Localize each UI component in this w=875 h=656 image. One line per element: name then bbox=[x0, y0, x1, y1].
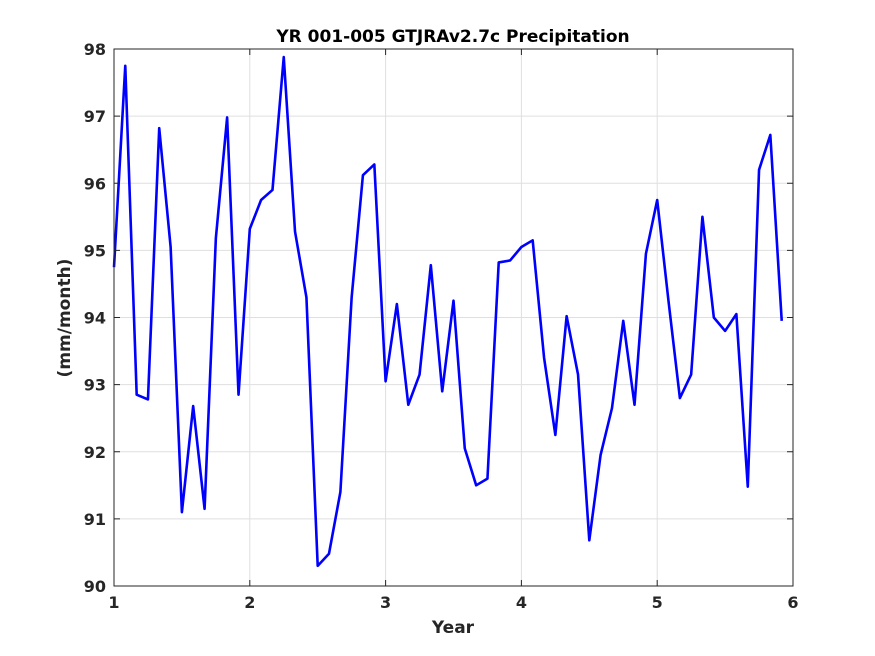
chart-title: YR 001-005 GTJRAv2.7c Precipitation bbox=[275, 27, 629, 47]
x-tick-label: 2 bbox=[244, 593, 255, 612]
y-tick-label: 94 bbox=[84, 309, 106, 328]
y-tick-label: 93 bbox=[84, 376, 106, 395]
x-tick-label: 3 bbox=[380, 593, 391, 612]
y-tick-label: 97 bbox=[84, 107, 106, 126]
y-tick-label: 92 bbox=[84, 443, 106, 462]
x-axis-label: Year bbox=[431, 618, 475, 638]
y-tick-label: 90 bbox=[84, 577, 106, 596]
precipitation-line bbox=[112, 55, 784, 568]
series-group bbox=[112, 55, 784, 568]
x-tick-label: 4 bbox=[516, 593, 527, 612]
y-tick-label: 96 bbox=[84, 174, 106, 193]
x-tick-label: 1 bbox=[108, 593, 119, 612]
y-axis-label: (mm/month) bbox=[55, 259, 75, 378]
y-tick-label: 98 bbox=[84, 40, 106, 59]
y-tick-label: 95 bbox=[84, 241, 106, 260]
x-tick-label: 5 bbox=[652, 593, 663, 612]
x-tick-label: 6 bbox=[787, 593, 798, 612]
ticks: 1 2 3 4 5 6 90 91 92 93 94 95 96 97 98 bbox=[84, 40, 799, 612]
y-tick-label: 91 bbox=[84, 510, 106, 529]
